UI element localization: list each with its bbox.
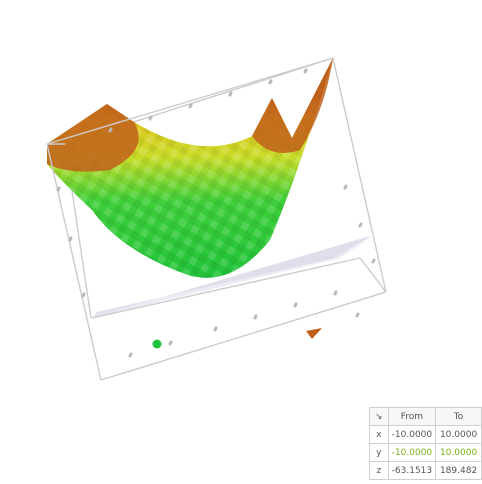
range-row-x: x -10.0000 10.0000 bbox=[370, 426, 482, 444]
header-from: From bbox=[388, 408, 435, 426]
selected-point-marker[interactable] bbox=[153, 340, 162, 349]
axis-label-z: z bbox=[370, 462, 389, 480]
y-from-value[interactable]: -10.0000 bbox=[388, 444, 435, 462]
axis-label-x: x bbox=[370, 426, 389, 444]
header-to: To bbox=[436, 408, 482, 426]
z-from-value[interactable]: -63.1513 bbox=[388, 462, 435, 480]
surface bbox=[47, 58, 333, 339]
axis-range-table: ↘ From To x -10.0000 10.0000 y -10.0000 … bbox=[369, 407, 482, 480]
x-from-value[interactable]: -10.0000 bbox=[388, 426, 435, 444]
range-row-z: z -63.1513 189.482 bbox=[370, 462, 482, 480]
z-to-value[interactable]: 189.482 bbox=[436, 462, 482, 480]
x-to-value[interactable]: 10.0000 bbox=[436, 426, 482, 444]
y-to-value[interactable]: 10.0000 bbox=[436, 444, 482, 462]
range-row-y: y -10.0000 10.0000 bbox=[370, 444, 482, 462]
axis-label-y: y bbox=[370, 444, 389, 462]
arrow-down-right-icon[interactable]: ↘ bbox=[370, 408, 389, 426]
